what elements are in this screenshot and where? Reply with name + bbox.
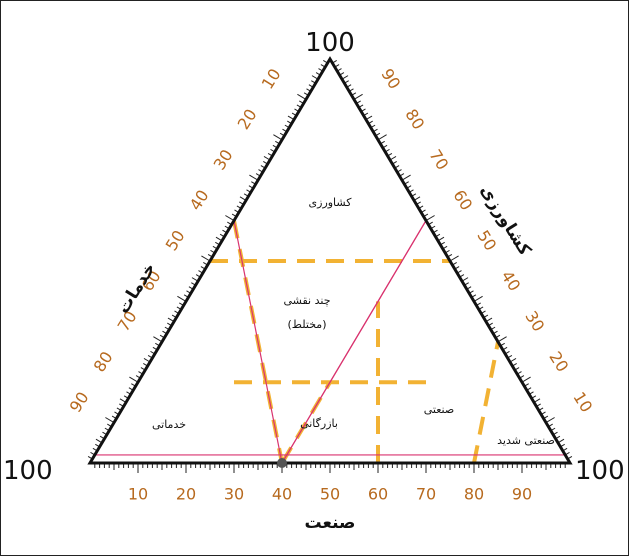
- industry-tick-label: 30: [224, 485, 244, 504]
- tick-labels: 10 20 30 40 50 60 70 80 90 10 20 30 40 50 60 70 80 90 10 20…: [66, 65, 597, 503]
- example-point: [277, 458, 287, 468]
- left-edge-tick: [297, 93, 307, 100]
- corner-label-right: 100: [575, 456, 625, 486]
- services-tick-label: 90: [66, 388, 93, 415]
- zone-label-mixed-line2: (مختلط): [288, 318, 327, 331]
- zone-label-heavy-industrial: صنعتی شدید: [497, 434, 555, 447]
- agriculture-tick-label: 10: [569, 388, 596, 415]
- corner-label-top: 100: [305, 28, 355, 58]
- zone-label-commerce: بازرگانی: [300, 417, 338, 430]
- right-edge-tick: [449, 255, 459, 262]
- right-edge-tick: [401, 174, 411, 181]
- zone-label-mixed-line1: چند نقشی: [284, 294, 331, 307]
- axis-title-industry: صنعت: [305, 513, 356, 533]
- guide-lines: [94, 220, 566, 464]
- zone-label-agriculture: کشاورزی: [309, 196, 353, 209]
- tick-marks: [87, 60, 573, 473]
- industry-tick-label: 10: [128, 485, 148, 504]
- industry-tick-label: 70: [416, 485, 436, 504]
- boundary-industry-80: [472, 341, 500, 464]
- left-edge-tick: [177, 295, 187, 302]
- left-edge-tick: [153, 336, 163, 343]
- industry-tick-label: 60: [368, 485, 388, 504]
- right-edge-tick: [353, 93, 363, 100]
- guide-services: [233, 220, 283, 464]
- triangle-outline: [87, 56, 573, 465]
- industry-tick-label: 80: [464, 485, 484, 504]
- corner-label-left: 100: [3, 456, 53, 486]
- services-tick-label: 80: [90, 348, 117, 375]
- services-tick-label: 40: [186, 186, 213, 213]
- industry-tick-label: 20: [176, 485, 196, 504]
- agriculture-tick-label: 60: [449, 186, 476, 213]
- left-edge-tick: [105, 417, 115, 424]
- agriculture-tick-label: 30: [521, 308, 548, 335]
- right-edge-tick: [377, 134, 387, 141]
- services-tick-label: 30: [210, 146, 237, 173]
- services-tick-label: 10: [258, 65, 285, 92]
- right-edge-tick: [473, 295, 483, 302]
- zone-label-industrial: صنعتی: [424, 403, 454, 416]
- industry-tick-label: 90: [512, 485, 532, 504]
- right-edge-tick: [521, 376, 531, 383]
- right-edge-tick: [497, 336, 507, 343]
- left-edge-tick: [201, 255, 211, 262]
- left-edge-tick: [273, 134, 283, 141]
- agriculture-tick-label: 40: [497, 267, 524, 294]
- left-edge-tick: [249, 174, 259, 181]
- agriculture-tick-label: 70: [425, 146, 452, 173]
- left-edge-tick: [225, 215, 235, 222]
- right-edge-tick: [545, 417, 555, 424]
- agriculture-tick-label: 20: [545, 348, 572, 375]
- agriculture-tick-label: 90: [377, 65, 404, 92]
- industry-tick-label: 40: [272, 485, 292, 504]
- industry-tick-label: 50: [320, 485, 340, 504]
- left-edge-tick: [129, 376, 139, 383]
- services-tick-label: 50: [162, 227, 189, 254]
- agriculture-tick-label: 50: [473, 227, 500, 254]
- services-tick-label: 20: [234, 106, 261, 133]
- agriculture-tick-label: 80: [401, 106, 428, 133]
- guide-diagonal: [281, 220, 427, 464]
- right-edge-tick: [425, 215, 435, 222]
- zone-label-services: خدماتی: [152, 418, 186, 431]
